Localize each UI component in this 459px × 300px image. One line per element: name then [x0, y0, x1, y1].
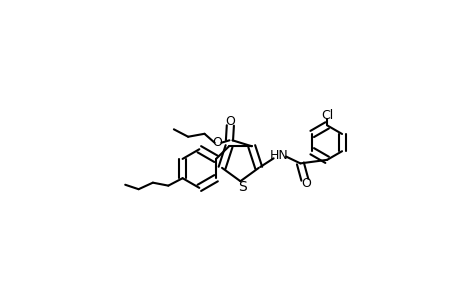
Text: O: O: [212, 136, 222, 149]
Text: S: S: [238, 180, 246, 194]
Text: Cl: Cl: [320, 109, 332, 122]
Text: HN: HN: [269, 149, 288, 163]
Text: O: O: [301, 177, 310, 190]
Text: O: O: [225, 115, 235, 128]
